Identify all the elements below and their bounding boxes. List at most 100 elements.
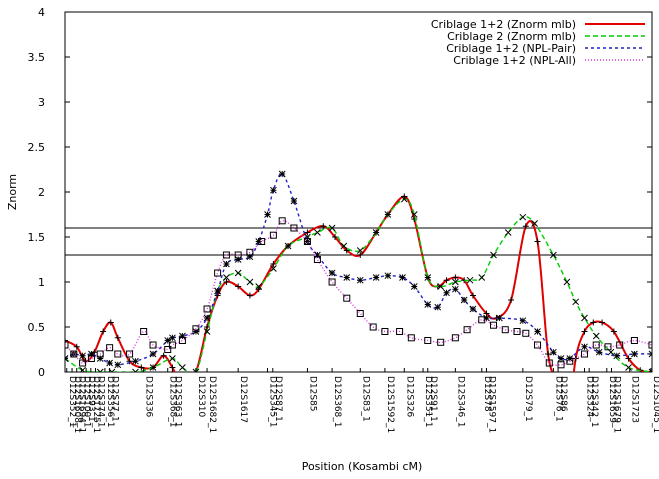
series-3-point: [443, 289, 450, 297]
marker-label: D12S356_1: [105, 376, 115, 428]
series-4-point: [149, 341, 157, 349]
series-4-point: [343, 294, 351, 302]
series-3-point: [410, 283, 418, 290]
series-2-point: [192, 368, 200, 372]
series-4-point: [648, 341, 652, 349]
axes: 0 0.5 1 1.5 2 2.5 3 3.5 4: [28, 6, 653, 379]
marker-label: D12S326: [404, 376, 414, 418]
marker-label: D12S86: [558, 376, 568, 412]
series-1-point: [599, 319, 606, 326]
marker-label: D12S351_1: [423, 376, 433, 428]
series-3-point: [223, 260, 230, 268]
series-4-point: [70, 350, 78, 358]
series-3-point: [356, 276, 364, 284]
series-4-point: [478, 316, 486, 324]
series-1-point: [320, 223, 327, 230]
series-4-point: [214, 269, 222, 277]
series-3-point: [314, 251, 321, 259]
marker-label: D12S310: [196, 376, 206, 418]
series-3-point: [270, 186, 277, 194]
marker-label: D12S83_1: [360, 376, 370, 422]
series-1-point: [443, 277, 450, 284]
series-4-point: [451, 334, 459, 342]
series-1-point: [534, 238, 541, 245]
series-2-point: [452, 278, 459, 286]
y-tick-label: 4: [38, 6, 45, 19]
marker-label: D12S1608_1: [72, 376, 82, 433]
series-4-point: [303, 238, 311, 245]
marker-label: D12S352_1: [67, 376, 77, 428]
marker-label: D12S1045_1: [651, 376, 659, 433]
series-4-point: [313, 256, 321, 263]
marker-label: D12S1682_1: [207, 376, 217, 433]
series-1-point: [223, 279, 230, 285]
series-1-point: [114, 334, 121, 341]
marker-label: D12S1592_1: [385, 376, 395, 433]
series-1-point: [235, 283, 242, 290]
series-4-point: [258, 238, 266, 245]
series-3-line: [65, 173, 652, 366]
x-axis-label: Position (Kosambi cM): [302, 460, 423, 473]
series-1-point: [138, 364, 145, 371]
series-2-point: [270, 265, 277, 272]
series-2-point: [132, 368, 139, 372]
series-4-point: [513, 328, 521, 335]
series-2-point: [246, 278, 254, 286]
series-1-point: [545, 351, 552, 357]
series-3-point: [460, 296, 468, 304]
marker-label: D12S100_1: [81, 376, 91, 428]
marker-label: D12S336: [144, 376, 154, 418]
series-2-point: [625, 364, 632, 371]
series-1-point: [581, 328, 588, 335]
series-3-point: [164, 337, 172, 344]
series-4-point: [79, 359, 87, 367]
series-1-point: [100, 328, 107, 335]
series-4-point: [168, 341, 176, 349]
series-1-point: [357, 252, 364, 258]
series-4-point: [222, 251, 230, 259]
series-2-point: [96, 368, 104, 372]
series-4-point: [396, 328, 404, 335]
series-2-point: [169, 355, 176, 362]
y-tick-label: 2.5: [28, 141, 46, 154]
series-3-point: [149, 350, 157, 358]
series-4-line: [65, 219, 652, 366]
series-3-point: [595, 348, 603, 356]
series-4-point: [140, 328, 148, 335]
series-3-point: [96, 355, 104, 362]
y-tick-label: 1.5: [28, 231, 46, 244]
series-4-point: [278, 217, 286, 225]
series-3-point: [550, 348, 557, 356]
series-4-point: [545, 359, 553, 367]
series-3-point: [557, 355, 565, 362]
series-4-point: [604, 343, 612, 351]
series-2-point: [203, 328, 211, 335]
series-4-point: [203, 305, 211, 313]
series-2-point: [563, 278, 571, 286]
series-3-point: [424, 301, 432, 308]
series-3-point: [234, 256, 242, 263]
series-4: [65, 217, 652, 369]
series-2-point: [400, 195, 408, 203]
marker-label: D12S345_1: [268, 376, 278, 428]
marker-label: D12S79_1: [523, 376, 533, 422]
series-1-point: [590, 319, 597, 326]
series-3-point: [304, 238, 311, 245]
series-4-point: [269, 231, 277, 239]
legend-label: Criblage 1+2 (NPL-All): [453, 54, 576, 67]
series-1-point: [332, 234, 339, 240]
series-3-point: [496, 314, 503, 322]
series-4-point: [356, 310, 364, 317]
series-4-point: [407, 334, 415, 342]
series-4-point: [106, 344, 114, 352]
legend-label: Criblage 1+2 (Znorm mlb): [431, 18, 576, 31]
series-3-point: [278, 170, 286, 178]
series-2-point: [550, 251, 557, 259]
series-3-point: [372, 274, 380, 281]
series-2-point: [519, 213, 527, 221]
marker-label: D12S77_1: [110, 376, 120, 422]
series-4-point: [87, 355, 95, 362]
series-1-point: [610, 328, 617, 335]
series-3-point: [613, 352, 621, 360]
